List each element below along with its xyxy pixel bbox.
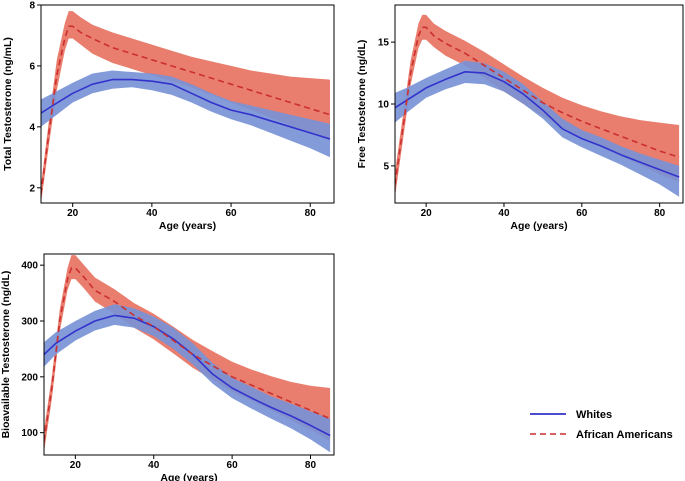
x-tick-label-total-40: 40	[146, 208, 158, 219]
series-line-african-americans	[41, 25, 331, 195]
x-tick-label-bioavailable-60: 60	[227, 460, 239, 471]
y-tick-label-free-15: 15	[378, 38, 390, 49]
y-tick-label-total-4: 4	[29, 122, 35, 133]
y-axis-title-total: Total Testosterone (ng/mL)	[2, 37, 14, 171]
y-tick-label-total-8: 8	[29, 1, 35, 12]
x-tick-label-bioavailable-80: 80	[305, 460, 317, 471]
x-tick-label-total-80: 80	[305, 208, 317, 219]
plot-area-bioavailable	[44, 255, 331, 453]
y-tick-label-bioavailable-100: 100	[21, 428, 38, 439]
legend: Whites African Americans	[530, 409, 673, 441]
series-line-whites	[395, 71, 680, 178]
x-tick-label-free-20: 20	[421, 208, 433, 219]
y-tick-label-free-10: 10	[378, 100, 390, 111]
series-line-african-americans	[395, 26, 680, 185]
x-tick-label-free-80: 80	[654, 208, 666, 219]
x-axis-title-free: Age (years)	[510, 220, 567, 232]
plot-frame-bioavailable	[43, 253, 335, 456]
y-tick-label-total-2: 2	[29, 183, 35, 194]
y-tick-label-free-5: 5	[383, 161, 389, 172]
y-tick-label-total-6: 6	[29, 61, 35, 72]
x-tick-label-total-60: 60	[225, 208, 237, 219]
ci-band-african-americans	[41, 11, 330, 203]
y-tick-label-bioavailable-400: 400	[21, 261, 38, 272]
chart-total: 20 40 60 80 2 4 6 8 Age (years) Total Testosteron…	[2, 1, 335, 232]
chart-free: 20 40 60 80 5 10 15 Age (years) Free Testosteron…	[356, 4, 684, 232]
x-tick-label-total-20: 20	[67, 208, 79, 219]
plot-frame-total	[40, 4, 335, 204]
x-tick-label-free-60: 60	[576, 208, 588, 219]
legend-label-whites: Whites	[576, 409, 612, 421]
series-line-whites	[41, 78, 331, 140]
ci-band-whites	[44, 304, 331, 453]
ci-band-whites	[41, 70, 330, 158]
plot-area-total	[41, 11, 331, 203]
x-tick-label-bioavailable-40: 40	[148, 460, 160, 471]
y-tick-label-bioavailable-200: 200	[21, 372, 38, 383]
y-axis-title-bioavailable: Bioavailable Testosterone (ng/dL)	[0, 271, 12, 439]
x-tick-label-free-40: 40	[498, 208, 510, 219]
x-axis-title-bioavailable: Age (years)	[160, 472, 217, 481]
plot-area-free	[395, 14, 680, 197]
x-tick-label-bioavailable-20: 20	[70, 460, 82, 471]
y-tick-label-bioavailable-300: 300	[21, 317, 38, 328]
y-axis-title-free: Free Testosterone (ng/dL)	[356, 40, 368, 169]
series-line-african-americans	[44, 267, 331, 442]
legend-label-african-americans: African Americans	[576, 429, 673, 441]
chart-bioavailable: 20 40 60 80 100 200 300 400 Age (years) Bioavaila…	[0, 253, 335, 481]
x-axis-title-total: Age (years)	[159, 220, 216, 232]
